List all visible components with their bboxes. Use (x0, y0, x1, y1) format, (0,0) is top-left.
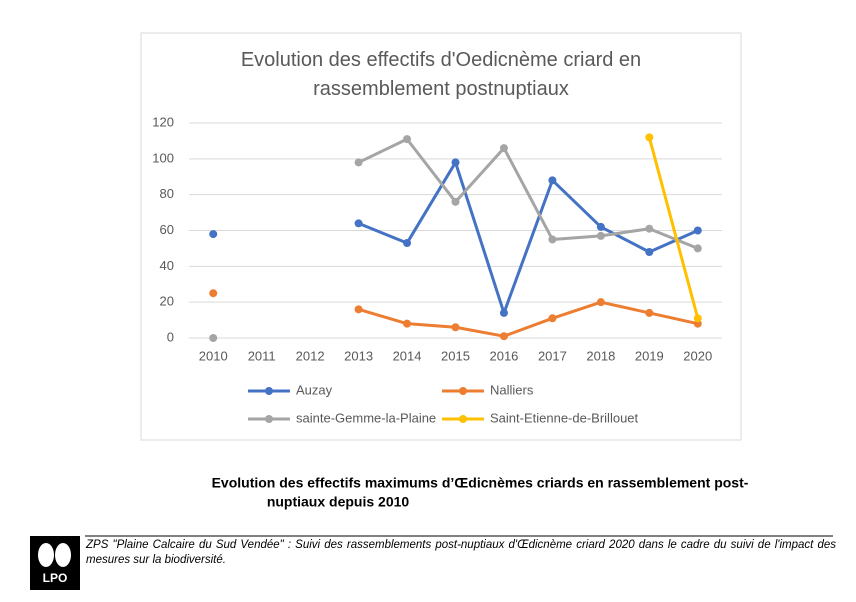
x-tick-label: 2018 (586, 348, 615, 363)
data-point (596, 222, 605, 231)
data-point (403, 239, 412, 248)
x-tick-label: 2020 (683, 348, 712, 363)
data-point (645, 133, 654, 142)
data-point (596, 298, 605, 307)
x-tick-label: 2016 (489, 348, 518, 363)
x-tick-label: 2019 (635, 348, 664, 363)
data-point (645, 308, 654, 317)
data-point (403, 135, 412, 144)
logo-bird (55, 543, 71, 567)
data-point (693, 226, 702, 235)
logo (30, 536, 80, 590)
data-point (209, 334, 218, 342)
data-point (693, 244, 702, 253)
data-point (548, 235, 557, 244)
series-line (358, 160, 699, 315)
x-tick-label: 2014 (393, 348, 422, 363)
data-point (209, 230, 218, 239)
logo-text: LPO (43, 571, 68, 585)
chart-frame (140, 32, 742, 441)
footer-text: ZPS "Plaine Calcaire du Sud Vendée" : Su… (86, 539, 836, 566)
data-point (499, 144, 508, 153)
data-point (499, 308, 508, 317)
legend-label: Saint-Etienne-de-Brillouet (490, 410, 639, 425)
data-point (451, 197, 460, 206)
data-point (451, 323, 460, 332)
data-point (548, 314, 557, 323)
legend-label: Nalliers (490, 382, 534, 397)
y-tick-label: 100 (152, 150, 174, 165)
caption: nuptiaux depuis 2010 (267, 494, 410, 510)
y-tick-label: 20 (160, 294, 174, 309)
data-point (645, 224, 654, 233)
x-tick-label: 2010 (199, 348, 228, 363)
series-line (647, 136, 700, 319)
x-tick-label: 2017 (538, 348, 567, 363)
legend-label: sainte-Gemme-la-Plaine (296, 410, 436, 425)
data-point (403, 319, 412, 328)
series-line (357, 137, 699, 250)
data-point (548, 176, 557, 185)
data-point (354, 219, 363, 228)
data-point (451, 158, 460, 167)
y-tick-label: 40 (160, 258, 174, 273)
series-line (358, 300, 699, 338)
legend-marker (265, 387, 273, 395)
data-point (209, 289, 218, 298)
data-point (596, 231, 605, 240)
legend-label: Auzay (296, 382, 333, 397)
data-point (354, 305, 363, 314)
x-tick-label: 2015 (441, 348, 470, 363)
x-tick-label: 2013 (344, 348, 373, 363)
data-point (693, 314, 702, 323)
y-tick-label: 120 (152, 114, 174, 129)
y-tick-label: 60 (160, 222, 174, 237)
data-point (354, 158, 363, 167)
caption: Evolution des effectifs maximums d’Œdicn… (212, 475, 749, 491)
data-point (645, 248, 654, 256)
logo-bird (38, 543, 54, 567)
legend-marker (459, 387, 467, 395)
legend-marker (265, 415, 273, 423)
chart-title: Evolution des effectifs d'Oedicnème cria… (240, 49, 642, 100)
x-tick-label: 2011 (248, 348, 276, 363)
data-point (499, 332, 508, 341)
y-tick-label: 0 (167, 329, 174, 344)
legend-marker (459, 415, 467, 423)
y-tick-label: 80 (160, 186, 174, 201)
x-tick-label: 2012 (296, 348, 325, 363)
